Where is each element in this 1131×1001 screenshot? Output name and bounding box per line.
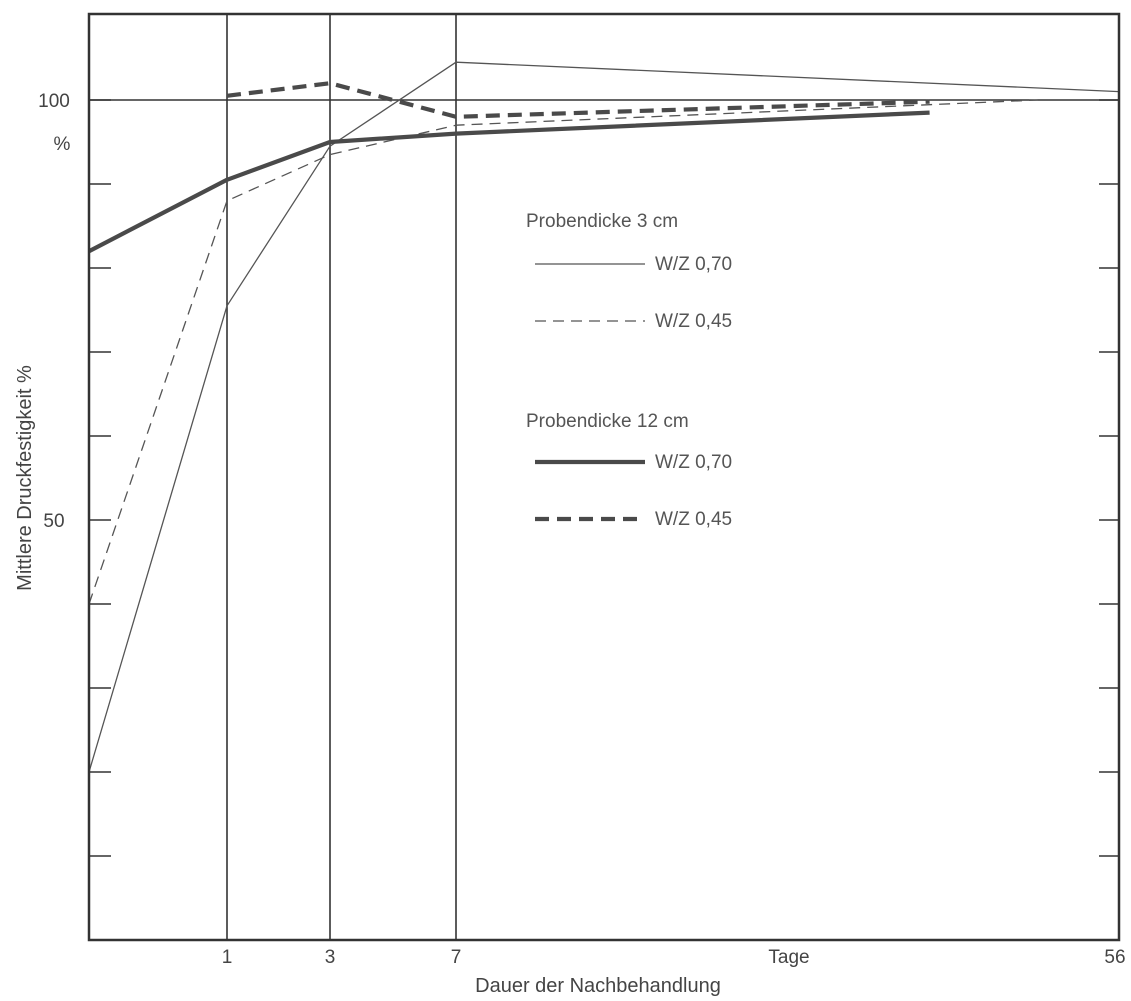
plot-frame bbox=[87, 12, 1121, 942]
x-tick-label: 1 bbox=[222, 947, 233, 968]
labels-layer: Dauer der Nachbehandlung Mittlere Druckf… bbox=[14, 91, 1126, 997]
y-tick-label: 50 bbox=[43, 511, 64, 532]
legend-group-title: Probendicke 3 cm bbox=[526, 211, 678, 232]
legend-entry-label: W/Z 0,45 bbox=[655, 311, 732, 332]
y-unit-label: % bbox=[54, 134, 71, 155]
legend: Probendicke 3 cm W/Z 0,70 W/Z 0,45 Probendi… bbox=[526, 211, 732, 530]
legend-group-title: Probendicke 12 cm bbox=[526, 411, 689, 432]
legend-entry-label: W/Z 0,70 bbox=[655, 452, 732, 473]
frame-layer bbox=[87, 12, 1121, 942]
series-line-4 bbox=[226, 81, 930, 119]
x-tick-label: 7 bbox=[451, 947, 462, 968]
x-unit-label: Tage bbox=[768, 947, 809, 968]
series-line-1 bbox=[88, 61, 1120, 773]
legend-entry-label: W/Z 0,70 bbox=[655, 254, 732, 275]
legend-entry-label: W/Z 0,45 bbox=[655, 509, 732, 530]
x-tick-label: 56 bbox=[1104, 947, 1125, 968]
series-line-2 bbox=[88, 99, 1038, 605]
y-axis-title: Mittlere Druckfestigkeit % bbox=[14, 365, 36, 591]
series-layer bbox=[88, 61, 1120, 773]
series-line-3 bbox=[88, 110, 930, 254]
x-tick-label: 3 bbox=[325, 947, 336, 968]
x-axis-title: Dauer der Nachbehandlung bbox=[475, 975, 721, 997]
y-tick-label: 100 bbox=[38, 91, 70, 112]
grid-layer bbox=[89, 14, 1119, 940]
